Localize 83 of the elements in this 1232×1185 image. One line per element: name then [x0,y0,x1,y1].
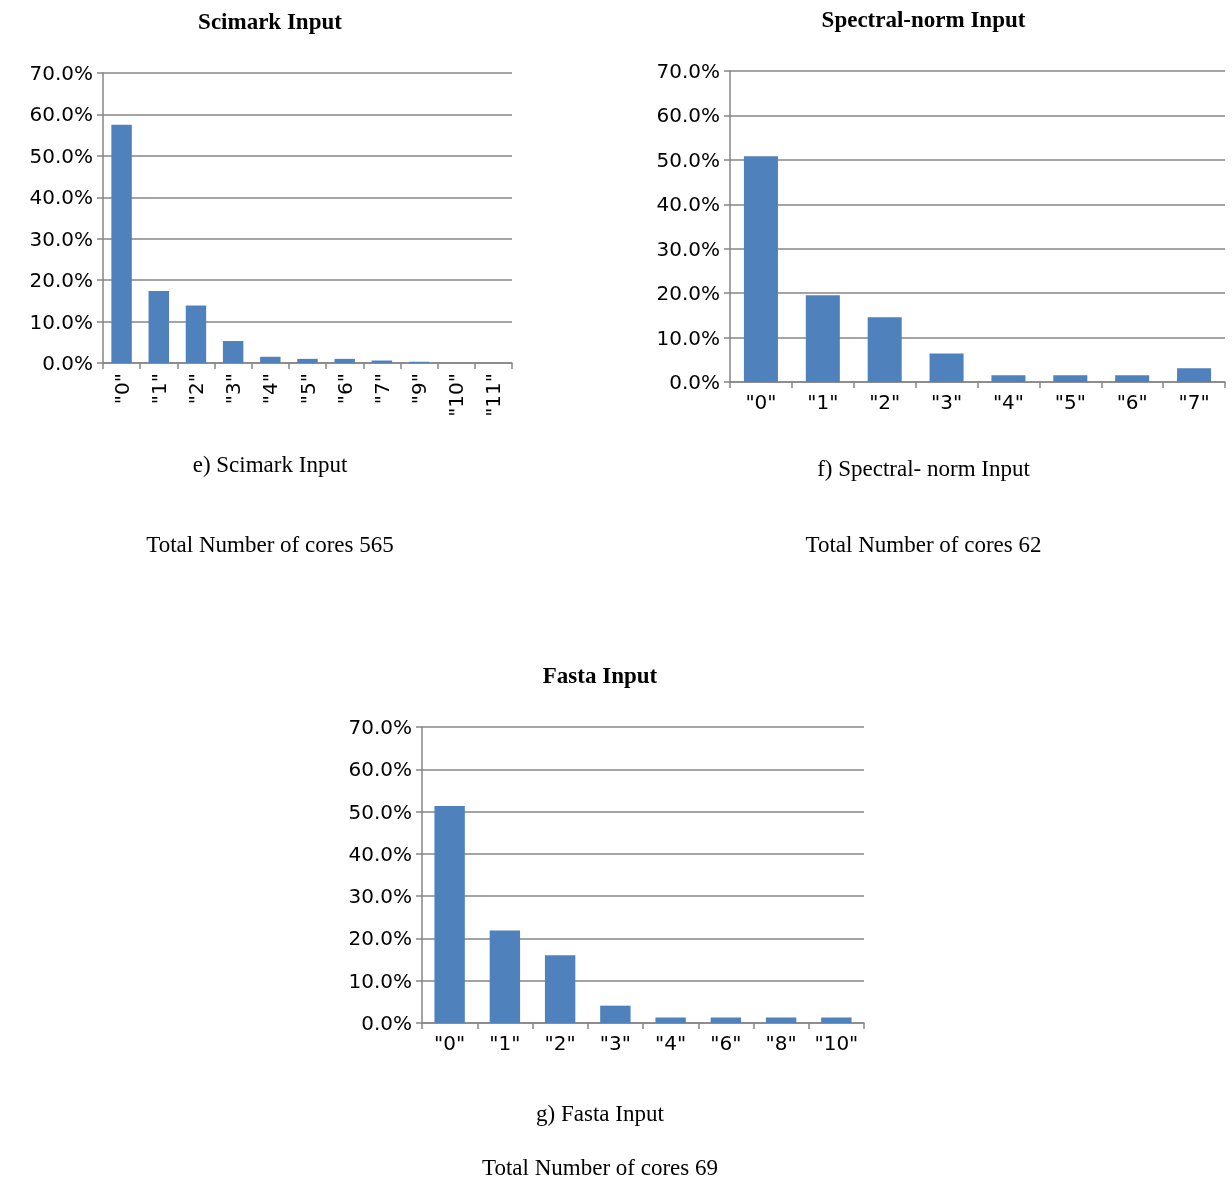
x-tick-label: "10" [444,373,469,417]
bar [765,1017,797,1023]
y-tick-label: 10.0% [656,325,720,350]
x-tick-label: "6" [710,1031,742,1055]
bar [867,317,902,382]
bar [743,156,778,382]
text: Total Number of cores 69 [481,1155,719,1181]
x-tick-label: "2" [869,390,901,414]
bar [260,356,281,363]
y-tick-label: 50.0% [656,147,720,172]
bar [434,806,465,1023]
y-tick-label: 0.0% [42,351,93,375]
x-tick-label: "7" [1178,390,1210,414]
x-tick-label: "1" [146,373,171,405]
x-tick-label: "3" [599,1031,631,1055]
bar [805,295,840,382]
chart-title: Scimark Input [198,9,343,34]
x-tick-label: "3" [221,373,246,405]
y-tick-label: 0.0% [361,1011,412,1035]
y-tick-label: 70.0% [348,715,412,739]
text: Total Number of cores 565 [145,532,395,558]
x-tick-label: "10" [814,1031,859,1055]
text: g) Fasta Input [535,1101,665,1127]
y-tick-label: 70.0% [29,61,93,85]
x-tick-label: "4" [992,390,1024,414]
bar [600,1005,631,1023]
bar [710,1017,742,1023]
x-tick-label: "2" [183,373,208,405]
x-tick-label: "7" [369,373,394,405]
bar [111,124,132,363]
y-tick-label: 40.0% [656,192,720,217]
bar [185,305,207,363]
x-tick-label: "6" [332,373,357,405]
y-tick-label: 40.0% [348,841,412,866]
y-tick-label: 60.0% [348,757,412,782]
x-tick-label: "0" [434,1031,466,1055]
y-tick-label: 30.0% [348,884,412,909]
bar [489,930,521,1023]
y-tick-label: 70.0% [656,59,720,83]
x-tick-label: "1" [489,1031,521,1055]
x-tick-label: "11" [481,373,506,417]
y-tick-label: 60.0% [656,103,720,128]
y-tick-label: 20.0% [29,268,93,293]
y-tick-label: 10.0% [348,968,412,993]
y-tick-label: 50.0% [29,143,93,168]
bar [1115,375,1150,382]
bar [544,955,576,1023]
x-tick-label: "5" [295,373,320,405]
x-tick-label: "5" [1054,390,1086,414]
bar [1053,375,1088,382]
x-tick-label: "9" [407,373,432,405]
x-tick-label: "1" [807,390,839,414]
y-tick-label: 40.0% [29,185,93,210]
bar [821,1017,852,1023]
x-tick-label: "0" [745,390,777,414]
bar [334,358,355,363]
x-tick-label: "8" [765,1031,797,1055]
text: f) Spectral- norm Input [816,456,1031,482]
chart-title: Fasta Input [542,663,658,688]
x-tick-label: "0" [109,373,134,405]
text: e) Scimark Input [191,452,349,478]
y-tick-label: 30.0% [656,236,720,261]
bar [655,1017,686,1023]
y-tick-label: 0.0% [669,370,720,394]
x-tick-label: "6" [1116,390,1148,414]
y-tick-label: 20.0% [348,926,412,951]
y-tick-label: 30.0% [29,226,93,251]
bar [297,358,318,363]
chart-title: Spectral-norm Input [821,7,1026,32]
bar [929,353,964,382]
bar [148,290,169,363]
bar [222,341,244,363]
bar [1177,368,1212,382]
x-tick-label: "2" [544,1031,576,1055]
x-tick-label: "4" [258,373,283,405]
x-tick-label: "3" [931,390,963,414]
text: Total Number of cores 62 [804,532,1043,558]
y-tick-label: 20.0% [656,281,720,306]
x-tick-label: "4" [655,1031,687,1055]
y-tick-label: 10.0% [29,309,93,334]
bar [991,375,1026,382]
y-tick-label: 60.0% [29,102,93,127]
y-tick-label: 50.0% [348,799,412,824]
